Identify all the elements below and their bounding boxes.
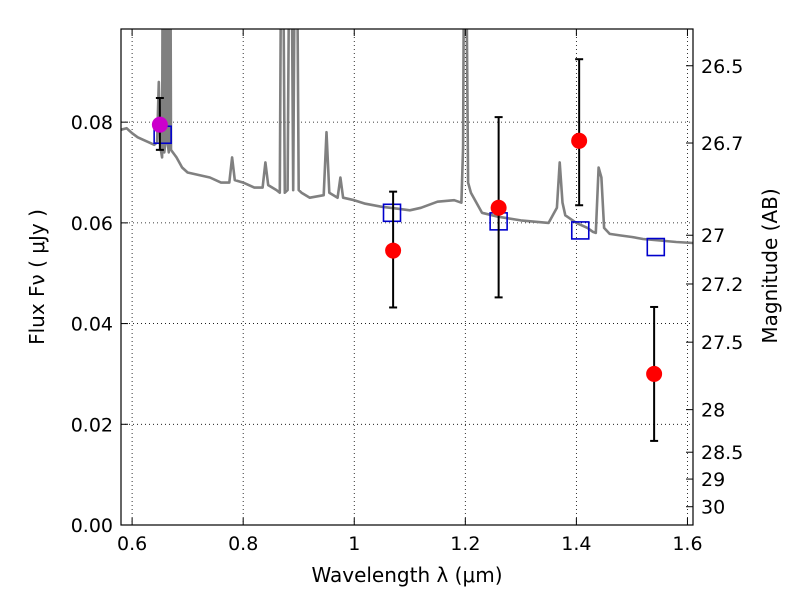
highlight-point xyxy=(151,116,168,133)
y-axis-label: Flux Fν ( μJy ) xyxy=(25,209,49,345)
right-tick-label: 28.5 xyxy=(701,442,743,464)
right-tick-label: 29 xyxy=(701,469,725,491)
photometry-point xyxy=(490,199,507,216)
right-tick-label: 27.5 xyxy=(701,332,743,354)
y-tick-label: 0.04 xyxy=(71,314,113,336)
x-tick-label: 0.8 xyxy=(228,533,258,555)
right-tick-label: 27 xyxy=(701,225,725,247)
synthetic-square xyxy=(570,221,590,240)
x-tick-label: 1.4 xyxy=(561,533,591,555)
plot-frame xyxy=(120,28,694,526)
right-tick-label: 26.5 xyxy=(701,56,743,78)
model-spectrum-line xyxy=(121,29,693,245)
photometry-point xyxy=(646,365,663,382)
x-axis-label: Wavelength λ (μm) xyxy=(311,563,502,587)
right-tick-label: 30 xyxy=(701,497,725,519)
x-tick-label: 1 xyxy=(348,533,360,555)
right-axis-label: Magnitude (AB) xyxy=(758,188,782,343)
photometry-point xyxy=(385,242,402,259)
synthetic-square xyxy=(646,237,666,257)
y-tick-label: 0.02 xyxy=(71,414,113,436)
x-tick-label: 1.6 xyxy=(672,533,702,555)
photometry-point xyxy=(571,132,588,149)
right-tick-label: 28 xyxy=(701,400,725,422)
y-tick-label: 0.06 xyxy=(71,213,113,235)
x-tick-label: 1.2 xyxy=(450,533,480,555)
synthetic-square xyxy=(382,203,402,223)
y-tick-label: 0.00 xyxy=(71,515,113,537)
y-tick-label: 0.08 xyxy=(71,112,113,134)
plot-area xyxy=(121,29,693,525)
x-tick-label: 0.6 xyxy=(117,533,147,555)
right-tick-label: 26.7 xyxy=(701,133,743,155)
right-tick-label: 27.2 xyxy=(701,274,743,296)
